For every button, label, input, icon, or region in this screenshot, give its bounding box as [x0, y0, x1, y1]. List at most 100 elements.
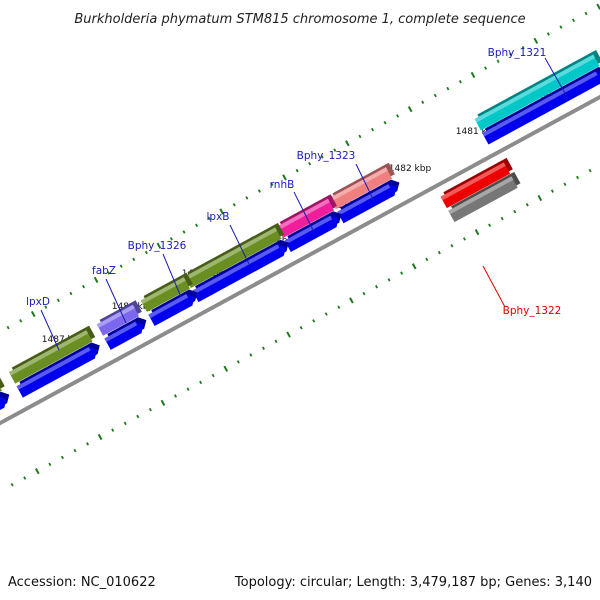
gene-feature-rnhB[interactable]: [276, 194, 337, 238]
gene-feature-Bphy_1326[interactable]: [140, 272, 193, 312]
gene-highlight: [148, 294, 189, 319]
tick-mark: [584, 11, 588, 16]
tick-mark: [312, 319, 316, 323]
gene-body: [448, 176, 518, 223]
gene-highlight: [284, 215, 333, 245]
tick-mark: [433, 93, 437, 98]
cds-rnhB[interactable]: [284, 211, 342, 252]
gene-label-Bphy_1323[interactable]: Bphy_1323: [297, 150, 356, 162]
gene-feature-lpxD[interactable]: [0, 375, 5, 420]
gene-label-Bphy_1326[interactable]: Bphy_1326: [128, 240, 187, 252]
tick-mark: [400, 271, 404, 275]
leader-line: [293, 191, 315, 233]
scale-ticks-reverse: [10, 168, 592, 487]
gene-highlight: [329, 167, 388, 202]
tick-mark: [470, 71, 476, 79]
tick-mark: [249, 353, 253, 357]
tick-mark: [286, 331, 291, 338]
gene-highlight: [337, 184, 391, 216]
tick-mark: [320, 155, 324, 159]
tick-mark: [450, 244, 454, 248]
gene-highlight: [192, 244, 280, 295]
tick-mark: [245, 196, 249, 200]
gene-body: [104, 321, 144, 350]
gene-highlight: [140, 277, 186, 305]
gene-label-Bphy_1321[interactable]: Bphy_1321: [488, 47, 547, 59]
tick-mark: [257, 189, 261, 193]
gene-body: [0, 396, 7, 411]
gene-body: [276, 198, 335, 238]
scale-label: 1481 kbp: [456, 127, 499, 137]
tick-mark: [148, 407, 152, 412]
gene-body: [8, 330, 93, 384]
tick-mark: [144, 250, 148, 255]
chromosome-backbone: [0, 94, 600, 426]
tick-mark: [496, 59, 500, 64]
cds-Bphy_1323[interactable]: [337, 179, 400, 224]
gene-body: [96, 304, 140, 336]
tick-mark: [195, 223, 199, 227]
gene-body: [16, 347, 98, 398]
tick-mark: [370, 127, 374, 132]
gene-highlight: [184, 227, 278, 281]
tick-mark: [446, 86, 450, 91]
tick-mark: [387, 278, 391, 282]
tick-mark: [132, 257, 136, 262]
gene-label-fabZ[interactable]: fabZ: [92, 265, 116, 277]
tick-mark: [274, 339, 278, 344]
tick-mark: [513, 209, 517, 214]
gene-labels: Bphy_1321 Bphy_1322 Bphy_1323 rnhB lpxB Bphy_…: [26, 47, 567, 351]
tick-mark: [349, 297, 354, 304]
gene-label-Bphy_1322[interactable]: Bphy_1322: [503, 305, 562, 317]
tick-mark: [119, 264, 123, 268]
tick-mark: [69, 291, 73, 296]
gene-body: [474, 54, 600, 131]
gene-body: [148, 294, 195, 326]
cds-lpxD[interactable]: [0, 391, 10, 434]
tick-mark: [44, 305, 48, 309]
leader-line: [544, 57, 567, 96]
gene-body: [329, 167, 393, 210]
tick-mark: [223, 365, 229, 372]
tick-mark: [199, 380, 203, 385]
gene-label-lpxD[interactable]: lpxD: [26, 296, 50, 308]
tick-mark: [500, 216, 504, 221]
tick-mark: [563, 182, 567, 187]
gene-feature-Bphy_1323[interactable]: [329, 162, 395, 210]
gene-feature-lpxB[interactable]: [184, 222, 285, 289]
tick-mark: [136, 414, 140, 419]
tick-mark: [576, 175, 580, 180]
cds-Bphy_1326[interactable]: [148, 289, 198, 326]
tick-mark: [308, 161, 312, 166]
tick-mark: [23, 476, 27, 480]
tick-mark: [10, 483, 14, 487]
cds-Bphy_1322[interactable]: [448, 171, 521, 223]
tick-mark: [421, 100, 425, 105]
gene-feature-fabZ[interactable]: [96, 300, 142, 336]
gene-label-rnhB[interactable]: rnhB: [270, 179, 295, 191]
gene-feature-Bphy_1321[interactable]: [474, 50, 600, 131]
scale-ticks-forward: [6, 3, 600, 330]
gene-shadow: [0, 377, 5, 389]
gene-feature-Bphy_1322[interactable]: [440, 157, 513, 209]
tick-mark: [407, 105, 413, 113]
tick-mark: [261, 346, 265, 350]
gene-body: [184, 227, 282, 289]
tick-mark: [232, 202, 236, 207]
tick-mark: [173, 394, 178, 398]
tick-mark: [48, 462, 52, 467]
gene-highlight: [96, 304, 135, 328]
tick-mark: [396, 114, 400, 118]
cds-lpxD[interactable]: [16, 342, 100, 398]
cds-lpxB[interactable]: [192, 239, 289, 303]
gene-body: [284, 215, 339, 252]
tick-mark: [488, 223, 492, 228]
tick-mark: [521, 45, 525, 50]
tick-mark: [337, 305, 341, 309]
cds-Bphy_1321[interactable]: [482, 66, 600, 145]
gene-feature-lpxD[interactable]: [8, 325, 96, 384]
cds-fabZ[interactable]: [104, 317, 147, 350]
tick-mark: [182, 230, 186, 234]
gene-label-lpxB[interactable]: lpxB: [207, 211, 230, 223]
tick-mark: [73, 448, 77, 453]
